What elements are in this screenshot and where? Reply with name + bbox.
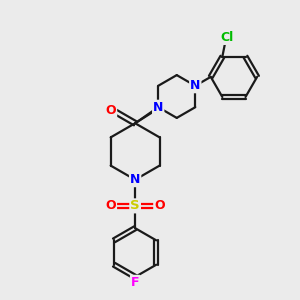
Text: S: S xyxy=(130,200,140,212)
Text: N: N xyxy=(130,173,140,186)
Text: Cl: Cl xyxy=(220,31,233,44)
Text: F: F xyxy=(131,276,140,289)
Text: O: O xyxy=(106,104,116,117)
Text: N: N xyxy=(153,101,164,114)
Text: N: N xyxy=(190,79,200,92)
Text: O: O xyxy=(154,200,165,212)
Text: O: O xyxy=(106,200,116,212)
